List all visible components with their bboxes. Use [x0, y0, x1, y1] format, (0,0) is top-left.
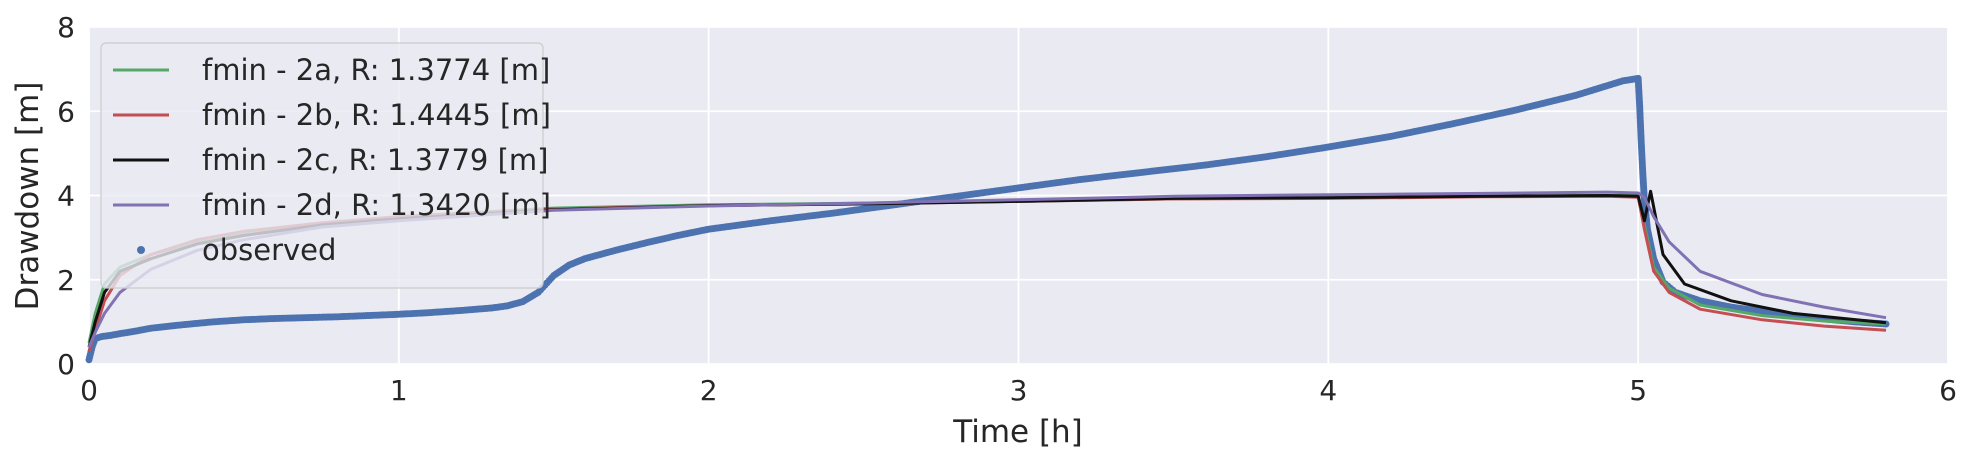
y-tick-label: 2 — [57, 264, 75, 297]
series-layer — [85, 74, 1890, 364]
x-tick-label: 2 — [700, 374, 718, 407]
legend-label: observed — [202, 233, 336, 267]
legend-swatch — [137, 246, 145, 254]
legend-item: observed — [137, 233, 336, 267]
legend: fmin - 2a, R: 1.3774 [m] fmin - 2b, R: 1.… — [100, 42, 551, 289]
x-tick-label: 6 — [1939, 374, 1957, 407]
legend-label: fmin - 2d, R: 1.3420 [m] — [202, 188, 551, 222]
legend-item: fmin - 2b, R: 1.4445 [m] — [113, 98, 551, 132]
legend-box — [100, 42, 544, 289]
x-tick-label: 0 — [80, 374, 98, 407]
y-axis-label: Drawdown [m] — [10, 82, 46, 311]
x-tick-label: 3 — [1010, 374, 1028, 407]
legend-label: fmin - 2c, R: 1.3779 [m] — [202, 143, 548, 177]
legend-item: fmin - 2c, R: 1.3779 [m] — [113, 143, 548, 177]
y-tick-label: 0 — [57, 348, 75, 381]
legend-item: fmin - 2a, R: 1.3774 [m] — [113, 53, 550, 87]
legend-item: fmin - 2d, R: 1.3420 [m] — [113, 188, 551, 222]
x-tick-label: 5 — [1629, 374, 1647, 407]
legend-label: fmin - 2b, R: 1.4445 [m] — [202, 98, 551, 132]
legend-label: fmin - 2a, R: 1.3774 [m] — [202, 53, 550, 87]
y-tick-label: 4 — [57, 180, 75, 213]
x-axis-label: Time [h] — [952, 414, 1083, 450]
y-tick-label: 6 — [57, 95, 75, 128]
y-tick-label: 8 — [57, 11, 75, 44]
x-tick-label: 1 — [390, 374, 408, 407]
x-tick-labels: 0 1 2 3 4 5 6 — [80, 374, 1957, 407]
y-tick-labels: 0 2 4 6 8 — [57, 11, 75, 381]
x-tick-label: 4 — [1319, 374, 1337, 407]
